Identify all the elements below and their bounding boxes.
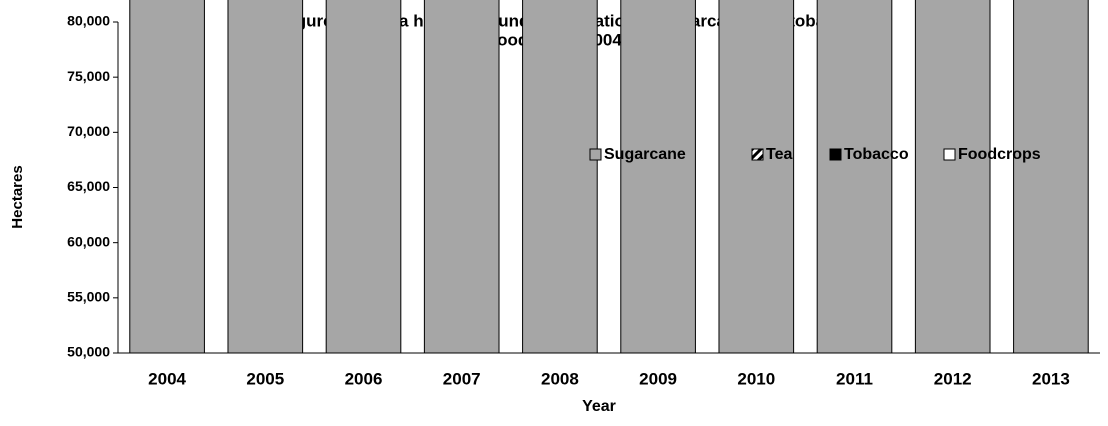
legend-swatch [829, 148, 842, 161]
bar-segment [423, 0, 500, 354]
x-axis-label: Year [582, 398, 616, 415]
y-tick-label: 80,000 [67, 13, 110, 29]
legend-swatch [751, 148, 764, 161]
x-tick-label: 2005 [246, 369, 284, 388]
bar-segment [1013, 0, 1089, 354]
bar-segment [718, 0, 795, 354]
legend-label: Tobacco [844, 146, 909, 163]
legend-swatch [589, 148, 602, 161]
legend-swatch [943, 148, 956, 161]
bar-segment [522, 0, 598, 354]
y-tick-label: 55,000 [67, 289, 110, 305]
x-tick-label: 2007 [443, 369, 481, 388]
bar-segment [620, 0, 696, 354]
y-tick-label: 75,000 [67, 68, 110, 84]
x-tick-label: 2009 [639, 369, 677, 388]
x-tick-label: 2010 [737, 369, 775, 388]
legend-label: Sugarcane [604, 146, 686, 163]
x-tick-label: 2013 [1032, 369, 1070, 388]
y-tick-label: 60,000 [67, 233, 110, 249]
legend-label: Tea [766, 146, 792, 163]
y-tick-label: 70,000 [67, 123, 110, 139]
y-tick-label: 50,000 [67, 344, 110, 360]
x-tick-label: 2012 [934, 369, 972, 388]
bar-segment [325, 0, 402, 354]
y-axis-label: Hectares [9, 165, 26, 228]
bar-segment [816, 0, 893, 354]
y-tick-label: 65,000 [67, 178, 110, 194]
bar-segment [914, 0, 991, 354]
x-tick-label: 2011 [836, 369, 873, 388]
x-tick-label: 2008 [541, 369, 579, 388]
bar-segment [227, 0, 304, 354]
x-tick-label: 2006 [345, 369, 383, 388]
legend-label: Foodcrops [958, 146, 1041, 163]
x-tick-label: 2004 [148, 369, 186, 388]
bar-segment [129, 0, 205, 354]
